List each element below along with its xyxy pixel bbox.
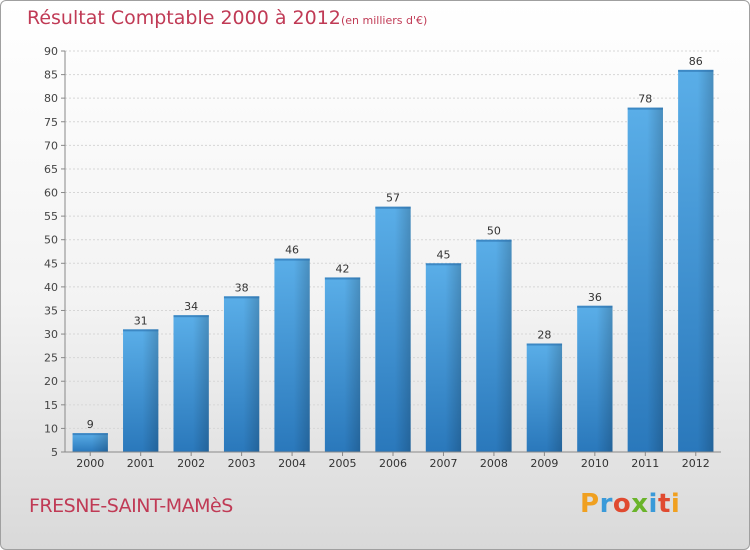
- y-tick-label: 20: [44, 375, 58, 388]
- bar-shade: [243, 296, 260, 452]
- bar-2009[interactable]: 28: [526, 328, 563, 452]
- y-tick-label: 5: [51, 446, 58, 459]
- bar-2012[interactable]: 86: [678, 55, 714, 452]
- y-tick-label: 40: [44, 281, 58, 294]
- bar-top-edge: [274, 258, 310, 261]
- data-label: 34: [184, 300, 198, 313]
- data-label: 36: [588, 291, 602, 304]
- x-tick-label: 2008: [480, 457, 508, 470]
- bar-top-edge: [526, 343, 563, 346]
- x-tick-label: 2004: [278, 457, 306, 470]
- proxiti-logo[interactable]: Proxiti: [580, 489, 680, 519]
- bar-top-edge: [577, 305, 613, 308]
- y-tick-label: 65: [44, 163, 58, 176]
- bar-top-edge: [223, 296, 260, 299]
- logo-letter: r: [599, 489, 613, 519]
- chart-subtitle: (en milliers d'€): [341, 14, 428, 27]
- bar-top-edge: [678, 69, 714, 72]
- y-axis: 5 10 15 20 25 30 35 40 45 50 55 60 65 70 75 80 85 90: [44, 45, 66, 459]
- bar-shade: [445, 263, 462, 452]
- bar-shade: [647, 107, 663, 453]
- bar-2001[interactable]: 31: [123, 314, 159, 452]
- y-tick-label: 55: [44, 210, 58, 223]
- bar-shade: [91, 433, 108, 452]
- x-tick-label: 2006: [379, 457, 407, 470]
- bar-top-edge: [375, 206, 411, 209]
- x-tick-label: 2002: [177, 457, 205, 470]
- bar-shade: [495, 239, 512, 452]
- data-label: 86: [689, 55, 703, 68]
- data-label: 31: [134, 314, 148, 327]
- x-tick-label: 2010: [581, 457, 609, 470]
- data-label: 38: [235, 281, 249, 294]
- bar-shade: [293, 258, 310, 452]
- bar-2011[interactable]: 78: [627, 93, 663, 453]
- bar-shade: [142, 329, 159, 452]
- bar-2006[interactable]: 57: [375, 192, 411, 452]
- bar-shade: [596, 305, 613, 452]
- bar-shade: [546, 343, 563, 452]
- bar-top-edge: [173, 315, 209, 318]
- bar-2000[interactable]: 9: [72, 418, 108, 452]
- data-label: 46: [285, 244, 299, 257]
- y-tick-label: 25: [44, 352, 58, 365]
- x-tick-label: 2009: [530, 457, 558, 470]
- bar-shade: [697, 69, 714, 452]
- x-tick-label: 2005: [329, 457, 357, 470]
- y-tick-label: 60: [44, 187, 58, 200]
- x-axis: 2000 2001 2002 2003 2004 2005 2006 2007 2008 2009…: [65, 451, 721, 470]
- y-tick-label: 35: [44, 304, 58, 317]
- bar-top-edge: [72, 433, 108, 436]
- y-tick-label: 85: [44, 69, 58, 82]
- bar-shade: [192, 315, 209, 452]
- bar-2008[interactable]: 50: [476, 225, 512, 452]
- logo-letter: P: [580, 489, 600, 519]
- data-label: 42: [336, 262, 350, 275]
- data-label: 57: [386, 192, 400, 205]
- data-label: 50: [487, 225, 501, 238]
- bar-top-edge: [123, 329, 159, 332]
- x-tick-label: 2000: [76, 457, 104, 470]
- x-tick-label: 2011: [631, 457, 659, 470]
- bar-top-edge: [324, 277, 361, 280]
- y-tick-label: 10: [44, 422, 58, 435]
- bar-top-edge: [425, 263, 462, 266]
- bar-2002[interactable]: 34: [173, 300, 209, 452]
- y-tick-label: 15: [44, 399, 58, 412]
- bar-shade: [344, 277, 361, 452]
- logo-letter: i: [670, 489, 681, 519]
- bars: 9 31 34 38 46 42 57 45 50 28 36 78 86: [72, 55, 714, 453]
- bar-shade: [394, 206, 411, 452]
- logo-letter: t: [657, 489, 671, 519]
- bar-2010[interactable]: 36: [577, 291, 613, 452]
- bar-2003[interactable]: 38: [223, 281, 260, 452]
- bar-top-edge: [476, 239, 512, 242]
- y-tick-label: 80: [44, 92, 58, 105]
- x-tick-label: 2007: [429, 457, 457, 470]
- y-tick-label: 45: [44, 257, 58, 270]
- data-label: 78: [638, 93, 652, 106]
- y-tick-label: 50: [44, 234, 58, 247]
- data-label: 9: [87, 418, 94, 431]
- logo-letter: x: [631, 489, 649, 519]
- x-tick-label: 2003: [228, 457, 256, 470]
- bar-top-edge: [627, 107, 663, 110]
- bar-2007[interactable]: 45: [425, 248, 462, 452]
- chart-title: Résultat Comptable 2000 à 2012: [27, 7, 341, 29]
- data-label: 28: [537, 328, 551, 341]
- y-tick-label: 30: [44, 328, 58, 341]
- x-tick-label: 2012: [682, 457, 710, 470]
- commune-name: FRESNE-SAINT-MAMèS: [29, 495, 233, 517]
- data-label: 45: [436, 248, 450, 261]
- y-tick-label: 90: [44, 45, 58, 58]
- y-tick-label: 70: [44, 139, 58, 152]
- x-tick-label: 2001: [127, 457, 155, 470]
- bar-2004[interactable]: 46: [274, 244, 310, 452]
- y-tick-label: 75: [44, 116, 58, 129]
- logo-letter: i: [648, 489, 658, 519]
- bar-2005[interactable]: 42: [324, 262, 361, 452]
- logo-letter: o: [612, 489, 632, 519]
